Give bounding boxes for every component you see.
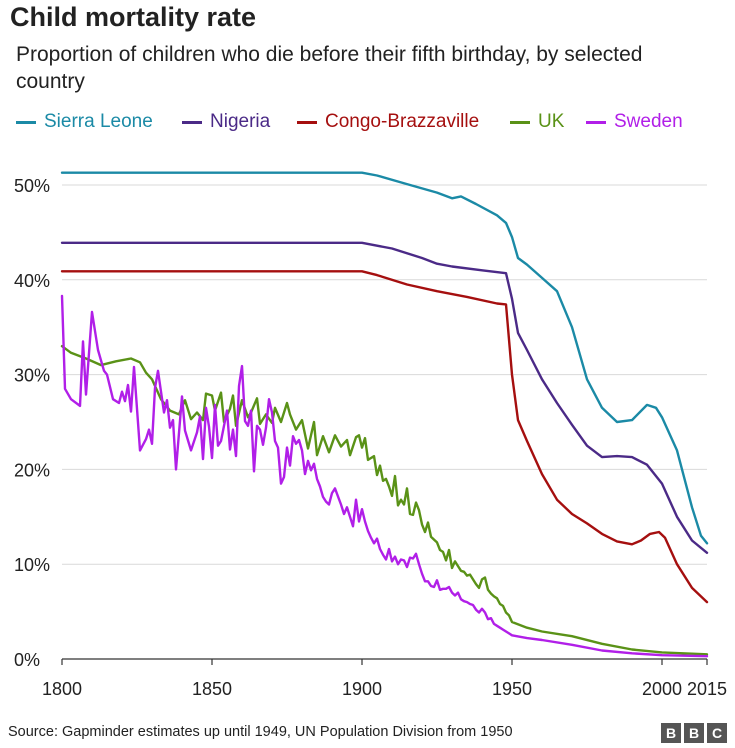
bbc-logo-letter-c: C xyxy=(707,723,727,743)
x-tick-label: 2015 xyxy=(687,679,727,699)
chart-legend: Sierra Leone Nigeria Congo-Brazzaville U… xyxy=(16,111,731,137)
y-tick-label: 0% xyxy=(14,650,40,670)
legend-swatch-nigeria xyxy=(182,120,202,124)
legend-item-nigeria: Nigeria xyxy=(182,111,270,133)
legend-swatch-uk xyxy=(510,120,530,124)
y-tick-label: 10% xyxy=(14,555,50,575)
legend-swatch-sweden xyxy=(586,120,606,124)
y-tick-label: 50% xyxy=(14,176,50,196)
legend-swatch-sierra-leone xyxy=(16,120,36,124)
series-line-uk xyxy=(60,345,709,656)
legend-label-congo-brazzaville: Congo-Brazzaville xyxy=(325,111,480,132)
y-tick-label: 30% xyxy=(14,366,50,386)
bbc-logo: B B C xyxy=(661,723,727,743)
legend-label-sierra-leone: Sierra Leone xyxy=(44,111,153,132)
series-line-nigeria xyxy=(60,241,709,554)
legend-item-sierra-leone: Sierra Leone xyxy=(16,111,153,133)
legend-label-sweden: Sweden xyxy=(614,111,683,132)
y-tick-label: 20% xyxy=(14,460,50,480)
x-tick-label: 1800 xyxy=(42,679,82,699)
x-tick-label: 1950 xyxy=(492,679,532,699)
line-chart: 0% 10% 20% 30% 40% 50% 1800 1850 1900 1950 2000 201… xyxy=(14,171,727,699)
legend-swatch-congo-brazzaville xyxy=(297,120,317,124)
y-tick-label: 40% xyxy=(14,271,50,291)
bbc-logo-letter-b1: B xyxy=(661,723,681,743)
x-tick-label: 2000 xyxy=(642,679,682,699)
series-line-sierra-leone xyxy=(60,171,709,545)
x-tick-label: 1900 xyxy=(342,679,382,699)
legend-item-congo-brazzaville: Congo-Brazzaville xyxy=(297,111,479,133)
legend-label-uk: UK xyxy=(538,111,565,132)
chart-subtitle: Proportion of children who die before th… xyxy=(16,43,643,93)
legend-item-uk: UK xyxy=(510,111,564,133)
chart-title: Child mortality rate xyxy=(10,2,257,32)
legend-item-sweden: Sweden xyxy=(586,111,683,133)
x-tick-label: 1850 xyxy=(192,679,232,699)
series-line-sweden xyxy=(60,294,709,658)
bbc-logo-letter-b2: B xyxy=(684,723,704,743)
series-line-congo-brazzaville xyxy=(60,270,709,604)
source-note: Source: Gapminder estimates up until 194… xyxy=(8,724,513,740)
legend-label-nigeria: Nigeria xyxy=(210,111,271,132)
